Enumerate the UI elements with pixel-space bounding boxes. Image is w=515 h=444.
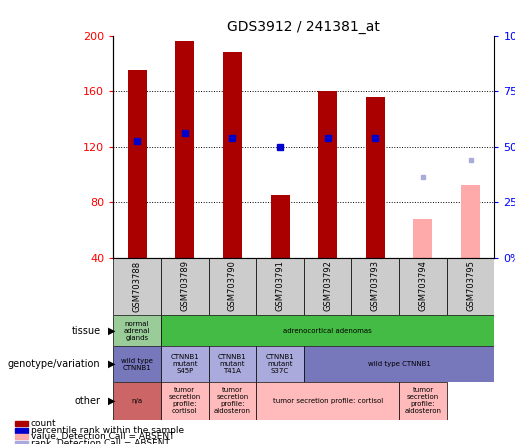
- Text: other: other: [75, 396, 100, 406]
- Bar: [447, 258, 494, 315]
- Text: wild type CTNNB1: wild type CTNNB1: [368, 361, 431, 367]
- Text: percentile rank within the sample: percentile rank within the sample: [31, 426, 184, 435]
- Bar: [256, 258, 304, 315]
- Bar: [15, 441, 28, 444]
- Text: tumor
secretion
profile:
cortisol: tumor secretion profile: cortisol: [168, 387, 201, 414]
- Text: count: count: [31, 419, 56, 428]
- Bar: [15, 435, 28, 440]
- Text: GSM703792: GSM703792: [323, 260, 332, 311]
- Bar: [15, 421, 28, 426]
- Text: rank, Detection Call = ABSENT: rank, Detection Call = ABSENT: [31, 439, 169, 444]
- Bar: [270, 195, 289, 258]
- Text: n/a: n/a: [131, 398, 143, 404]
- Bar: [113, 258, 161, 315]
- Bar: [399, 382, 447, 420]
- Text: normal
adrenal
glands: normal adrenal glands: [124, 321, 150, 341]
- Bar: [113, 315, 161, 346]
- Bar: [351, 258, 399, 315]
- Bar: [256, 382, 399, 420]
- Bar: [161, 258, 209, 315]
- Text: GSM703795: GSM703795: [466, 260, 475, 311]
- Bar: [461, 186, 480, 258]
- Bar: [304, 258, 351, 315]
- Text: GSM703794: GSM703794: [419, 260, 427, 311]
- Text: GSM703791: GSM703791: [276, 260, 284, 311]
- Text: tumor
secretion
profile:
aldosteron: tumor secretion profile: aldosteron: [214, 387, 251, 414]
- Bar: [256, 346, 304, 382]
- Text: CTNNB1
mutant
S45P: CTNNB1 mutant S45P: [170, 354, 199, 374]
- Text: tumor
secretion
profile:
aldosteron: tumor secretion profile: aldosteron: [404, 387, 441, 414]
- Bar: [366, 97, 385, 258]
- Bar: [113, 346, 161, 382]
- Text: genotype/variation: genotype/variation: [8, 359, 100, 369]
- Bar: [15, 428, 28, 432]
- Text: ▶: ▶: [108, 359, 116, 369]
- Bar: [113, 382, 161, 420]
- Bar: [414, 219, 433, 258]
- Text: GSM703793: GSM703793: [371, 260, 380, 311]
- Bar: [161, 346, 209, 382]
- Bar: [399, 258, 447, 315]
- Text: value, Detection Call = ABSENT: value, Detection Call = ABSENT: [31, 432, 174, 441]
- Bar: [304, 346, 494, 382]
- Bar: [161, 382, 209, 420]
- Bar: [318, 91, 337, 258]
- Bar: [223, 52, 242, 258]
- Text: CTNNB1
mutant
S37C: CTNNB1 mutant S37C: [266, 354, 295, 374]
- Bar: [161, 315, 494, 346]
- Text: tissue: tissue: [71, 326, 100, 336]
- Bar: [128, 70, 147, 258]
- Text: GSM703788: GSM703788: [133, 260, 142, 312]
- Text: CTNNB1
mutant
T41A: CTNNB1 mutant T41A: [218, 354, 247, 374]
- Text: ▶: ▶: [108, 396, 116, 406]
- Bar: [175, 41, 194, 258]
- Text: GSM703789: GSM703789: [180, 260, 189, 311]
- Bar: [209, 346, 256, 382]
- Title: GDS3912 / 241381_at: GDS3912 / 241381_at: [228, 20, 380, 35]
- Bar: [209, 382, 256, 420]
- Text: GSM703790: GSM703790: [228, 260, 237, 311]
- Text: tumor secretion profile: cortisol: tumor secretion profile: cortisol: [272, 398, 383, 404]
- Text: adrenocortical adenomas: adrenocortical adenomas: [283, 328, 372, 334]
- Text: wild type
CTNNB1: wild type CTNNB1: [121, 357, 153, 371]
- Text: ▶: ▶: [108, 326, 116, 336]
- Bar: [209, 258, 256, 315]
